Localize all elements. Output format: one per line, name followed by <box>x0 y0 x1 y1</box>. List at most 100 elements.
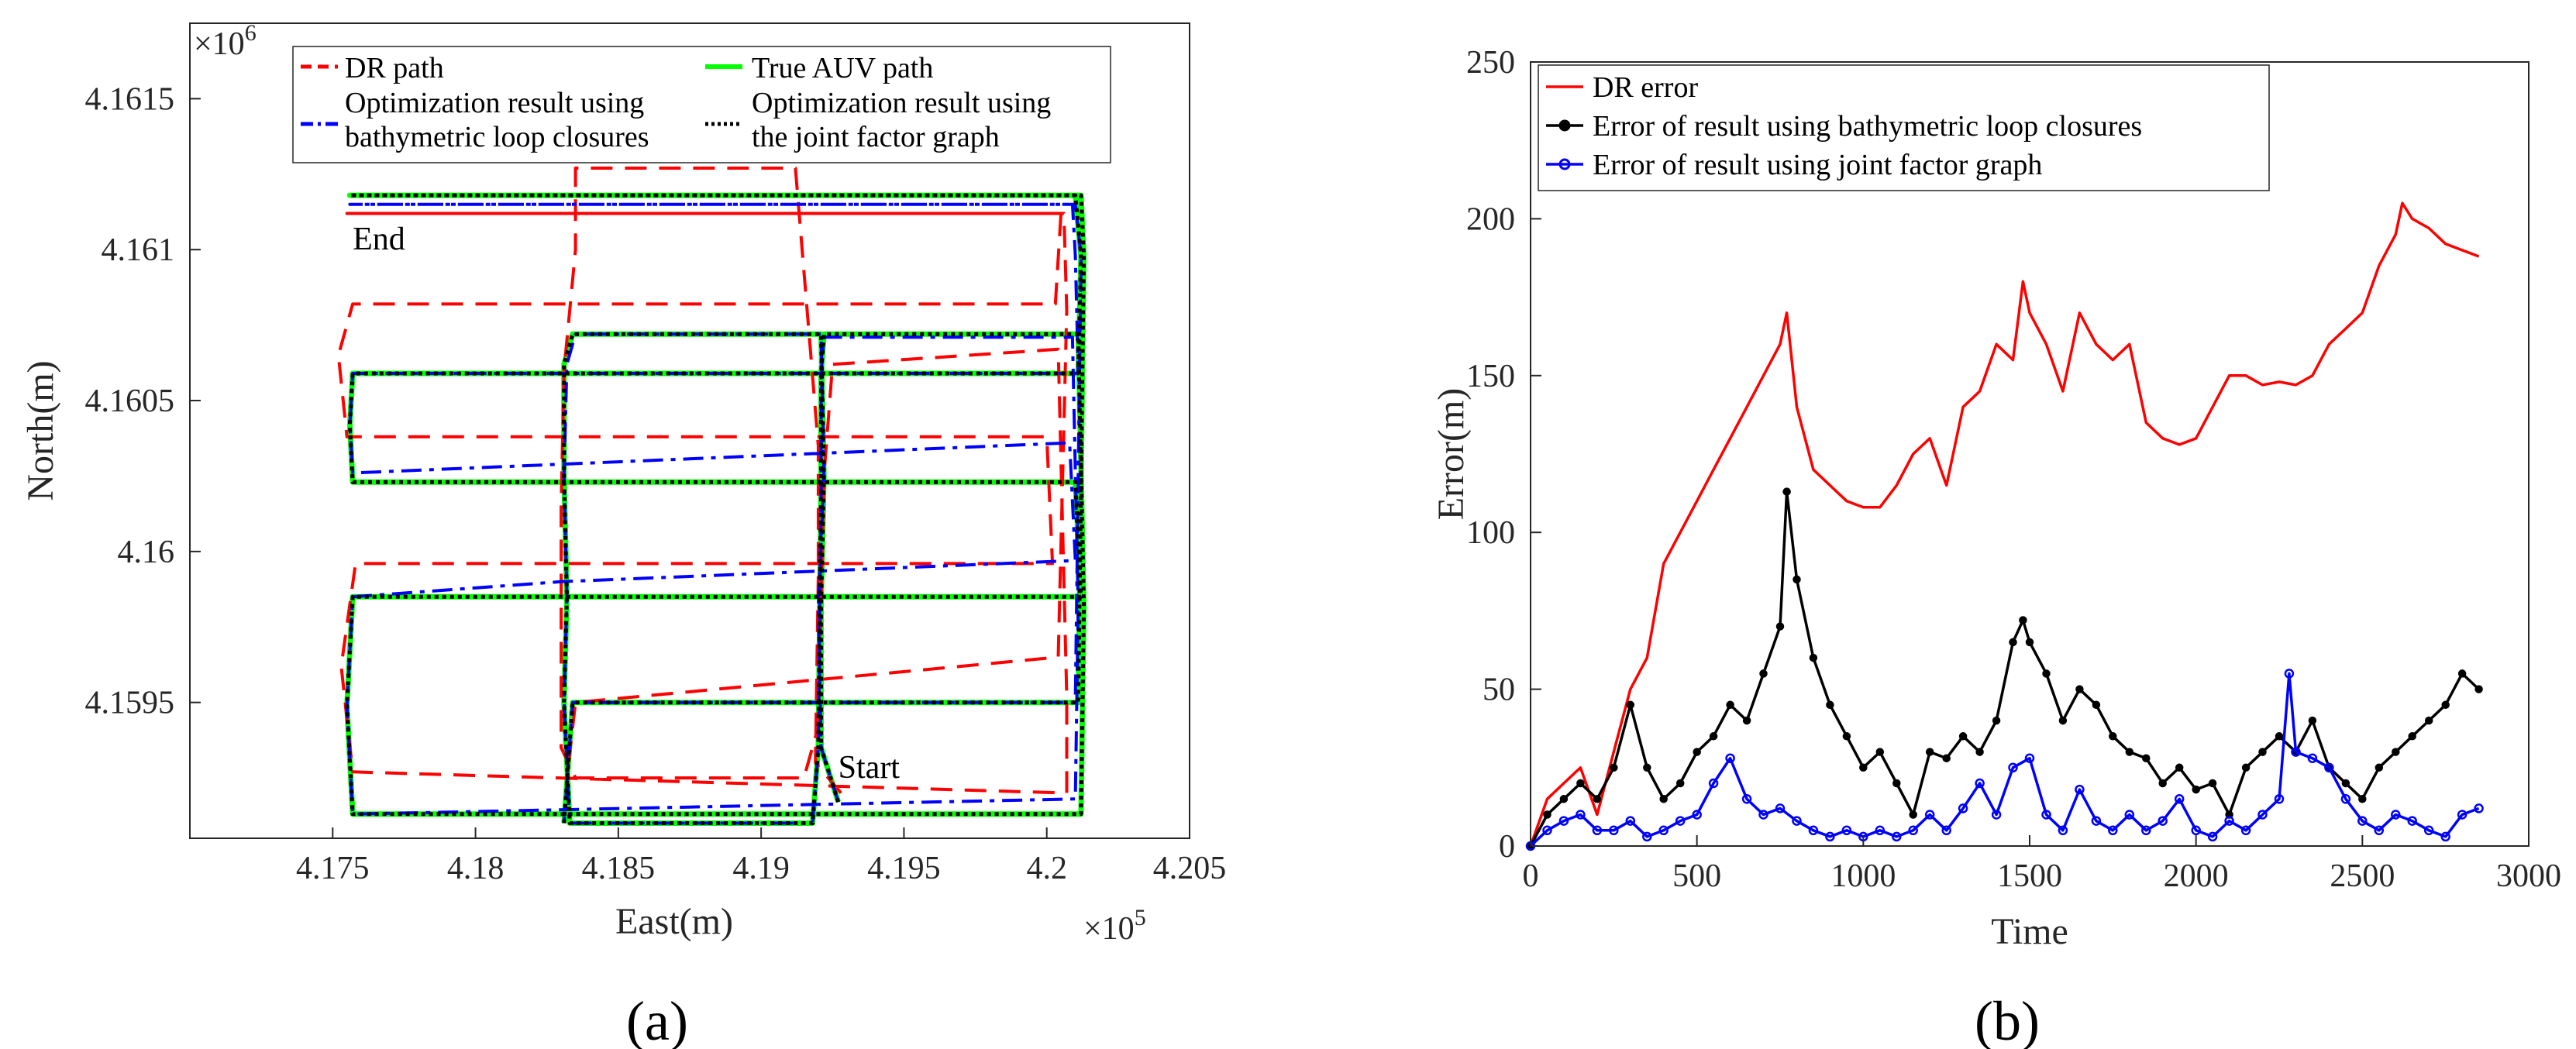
data-point <box>2058 825 2068 836</box>
data-point <box>2109 732 2117 741</box>
data-point <box>1782 487 1791 496</box>
legend-marker <box>1558 158 1571 170</box>
y-tick-label: 4.16 <box>118 535 175 570</box>
legend-label: True AUV path <box>752 52 933 84</box>
data-point <box>1726 700 1734 710</box>
data-point <box>1958 732 1968 741</box>
annotation-start: Start <box>839 750 901 786</box>
x-tick-label: 4.18 <box>447 851 505 886</box>
series-line-error-of-result-using-joint-factor-graph <box>1529 672 2480 848</box>
data-point <box>2274 794 2285 804</box>
data-point <box>1609 825 1619 836</box>
y-tick-label: 50 <box>1483 672 1515 708</box>
y-tick-label: 250 <box>1466 45 1515 81</box>
panel-b-x-ticks: 0 500 1000 1500 2000 2500 3000 <box>1523 835 2561 894</box>
series-line-error-of-result-using-bathymetric-loop-closures <box>1529 490 2480 847</box>
legend-label: Optimization result using <box>752 87 1051 119</box>
data-point <box>2024 753 2035 763</box>
y-tick-label: 4.161 <box>102 232 175 268</box>
panel-b-x-axis-label: Time <box>1991 911 2068 952</box>
data-point <box>1709 732 1718 741</box>
data-point <box>2324 762 2334 773</box>
data-point <box>2041 810 2051 820</box>
panel-a-y-axis-label: North(m) <box>20 360 61 500</box>
panel-a-x-ticks: 4.175 4.18 4.185 4.19 4.195 4.2 4.205 <box>296 827 1226 886</box>
legend-label-line2: bathymetric loop closures <box>345 121 649 153</box>
data-point <box>2423 825 2434 836</box>
data-point <box>1610 763 1618 772</box>
panel-b-y-ticks: 0 50 100 150 200 250 <box>1466 45 1541 865</box>
panel-b-series-group <box>1525 201 2484 851</box>
data-point <box>1542 825 1552 836</box>
y-tick-label: 4.1615 <box>85 81 175 117</box>
data-point <box>1741 794 1752 804</box>
data-point <box>2307 753 2318 763</box>
data-point <box>2374 825 2385 836</box>
panel-a-series-group <box>336 167 1087 826</box>
data-point <box>1909 810 1917 819</box>
data-point <box>2175 763 2184 772</box>
data-point <box>2284 669 2295 679</box>
data-point <box>2192 785 2200 794</box>
data-point <box>2474 685 2483 693</box>
data-point <box>2158 779 2167 788</box>
data-point <box>1626 700 1635 710</box>
data-point <box>2457 810 2468 820</box>
data-point <box>2008 762 2018 773</box>
data-point <box>1975 748 1984 756</box>
data-point <box>2308 716 2317 725</box>
data-point <box>2257 810 2268 820</box>
data-point <box>1792 816 1802 826</box>
data-point <box>2408 732 2416 741</box>
data-point <box>1543 810 1551 819</box>
data-point <box>1892 779 1901 788</box>
x-tick-label: 2500 <box>2330 858 2395 894</box>
x-tick-label: 1500 <box>1997 858 2062 894</box>
data-point <box>2075 685 2084 693</box>
data-point <box>2091 816 2102 826</box>
data-point <box>2407 816 2417 826</box>
data-point <box>2240 825 2251 836</box>
data-point <box>2142 754 2151 762</box>
data-point <box>2440 831 2450 842</box>
annotation-end: End <box>353 222 405 257</box>
data-point <box>1975 778 1985 789</box>
legend-label: Error of result using bathymetric loop c… <box>1593 110 2142 143</box>
data-point <box>2224 816 2234 826</box>
series-line-optimization-result-using-the-joint-factor-graph <box>345 193 1087 825</box>
data-point <box>1642 831 1652 842</box>
panel-b-error-plot: 0 500 1000 1500 2000 2500 3000 0 50 100 150 200 250… <box>1431 45 2561 1049</box>
data-point <box>2357 816 2368 826</box>
panel-b-y-axis-label: Error(m) <box>1431 388 1472 521</box>
data-point <box>2191 825 2201 836</box>
panel-b-legend: DR error Error of result using bathymetri… <box>1538 64 2270 191</box>
data-point <box>1875 748 1885 756</box>
data-point <box>2092 700 2101 710</box>
data-point <box>2375 763 2384 772</box>
legend-marker <box>1558 119 1571 132</box>
x-tick-label: 3000 <box>2496 858 2561 894</box>
data-point <box>1992 716 2001 725</box>
data-point <box>2457 669 2467 678</box>
data-point <box>1793 575 1801 584</box>
data-point <box>1958 803 1968 813</box>
data-point <box>2424 716 2433 725</box>
data-point <box>2258 748 2267 756</box>
data-point <box>1991 810 2002 820</box>
data-point <box>1675 816 1686 826</box>
series-line-optimization-result-using-bathymetric-loop-closures <box>345 202 1083 825</box>
panel-a-x-exponent: ×105 <box>1083 905 1146 947</box>
data-point <box>1558 816 1569 826</box>
x-tick-label: 4.205 <box>1153 851 1227 886</box>
legend-label: Optimization result using <box>345 87 644 119</box>
data-point <box>1692 810 1702 820</box>
data-point <box>2291 747 2301 757</box>
x-tick-label: 0 <box>1523 858 1539 894</box>
panel-a-trajectory-plot: 4.175 4.18 4.185 4.19 4.195 4.2 4.205 4.15954.… <box>20 20 1226 1049</box>
legend-label: DR error <box>1593 71 1698 104</box>
data-point <box>1875 825 1886 836</box>
panel-b-caption: (b) <box>1975 990 2040 1049</box>
data-point <box>1675 779 1685 788</box>
x-tick-label: 4.19 <box>732 851 790 886</box>
